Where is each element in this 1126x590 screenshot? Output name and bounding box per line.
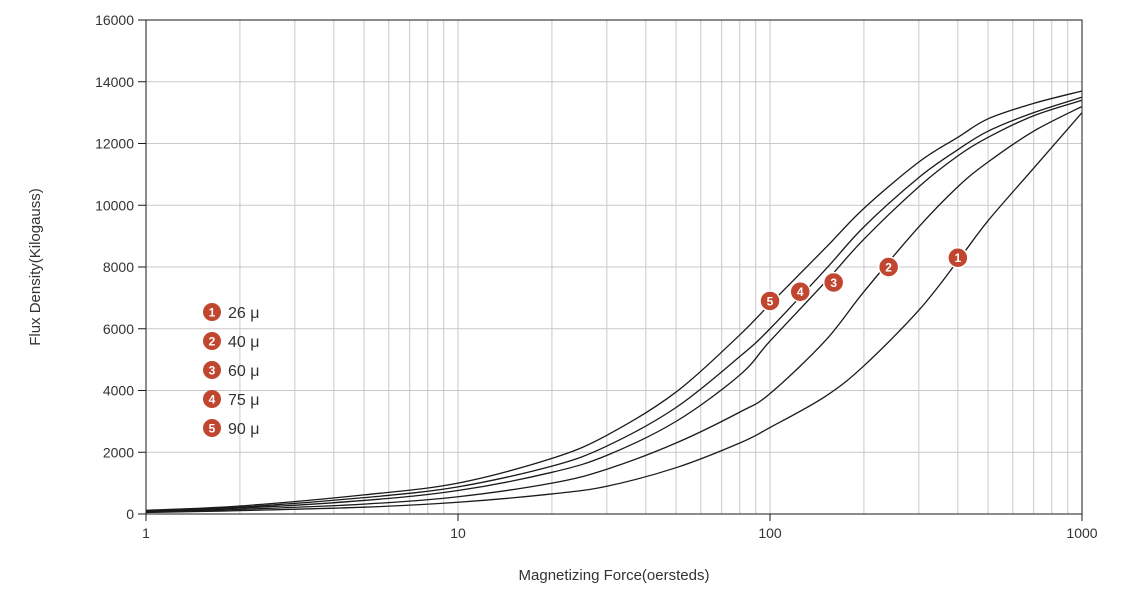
y-tick-label: 8000 bbox=[103, 259, 134, 275]
y-tick-label: 12000 bbox=[95, 136, 134, 152]
curve-badge-number: 1 bbox=[954, 251, 961, 265]
y-tick-label: 16000 bbox=[95, 12, 134, 28]
curve-badge-3 bbox=[822, 271, 845, 294]
legend-badge-number: 5 bbox=[209, 422, 216, 436]
y-axis-title: Flux Density(Kilogauss) bbox=[27, 188, 44, 346]
series-line-3 bbox=[145, 99, 1083, 512]
legend: 1 26 μ 2 40 μ 3 60 μ 4 75 μ 5 90 μ bbox=[203, 303, 259, 438]
curve-badge-2 bbox=[877, 256, 900, 278]
x-tick-label: 10 bbox=[450, 525, 466, 541]
x-tick-label: 100 bbox=[758, 525, 782, 541]
legend-item-label: 90 μ bbox=[228, 421, 259, 438]
y-tick-label: 2000 bbox=[103, 444, 134, 460]
legend-badge-number: 1 bbox=[209, 306, 216, 320]
legend-badge-number: 3 bbox=[209, 364, 216, 378]
legend-badge-2 bbox=[203, 332, 221, 350]
legend-badge-number: 2 bbox=[209, 335, 216, 349]
legend-badge-3 bbox=[203, 361, 221, 379]
legend-badge-5 bbox=[203, 419, 221, 437]
series-line-2 bbox=[145, 105, 1083, 513]
curve-badge-number: 3 bbox=[830, 276, 837, 290]
curve-badge-number: 2 bbox=[885, 261, 892, 275]
y-tick-label: 14000 bbox=[95, 74, 134, 90]
axis-ticks: 0 2000 4000 6000 8000 10000 12000 14000 16000 1 10… bbox=[95, 12, 1098, 541]
legend-badge-4 bbox=[203, 390, 221, 408]
legend-item-label: 40 μ bbox=[228, 334, 259, 351]
curve-badge-5 bbox=[759, 290, 781, 312]
curve-badge-number: 4 bbox=[797, 285, 804, 299]
legend-item-label: 26 μ bbox=[228, 305, 259, 322]
curve-badge-4 bbox=[789, 280, 811, 303]
y-tick-label: 0 bbox=[126, 506, 134, 522]
series-line-4 bbox=[145, 96, 1083, 512]
curve-badge-number: 5 bbox=[767, 294, 774, 308]
grid bbox=[146, 20, 1082, 514]
series-line-5 bbox=[145, 90, 1083, 511]
y-tick-label: 4000 bbox=[103, 383, 134, 399]
curve-badge-1 bbox=[947, 246, 969, 269]
x-axis-title: Magnetizing Force(oersteds) bbox=[519, 567, 710, 584]
x-tick-label: 1000 bbox=[1066, 525, 1097, 541]
series-lines bbox=[145, 90, 1083, 514]
legend-badge-1 bbox=[203, 303, 221, 321]
series-line-1 bbox=[145, 112, 1083, 514]
x-tick-label: 1 bbox=[142, 525, 150, 541]
legend-badge-number: 4 bbox=[209, 393, 216, 407]
y-tick-label: 10000 bbox=[95, 197, 134, 213]
y-tick-label: 6000 bbox=[103, 321, 134, 337]
legend-item-label: 60 μ bbox=[228, 363, 259, 380]
legend-item-label: 75 μ bbox=[228, 392, 259, 409]
curve-labels: 1 2 3 4 5 bbox=[759, 246, 969, 312]
